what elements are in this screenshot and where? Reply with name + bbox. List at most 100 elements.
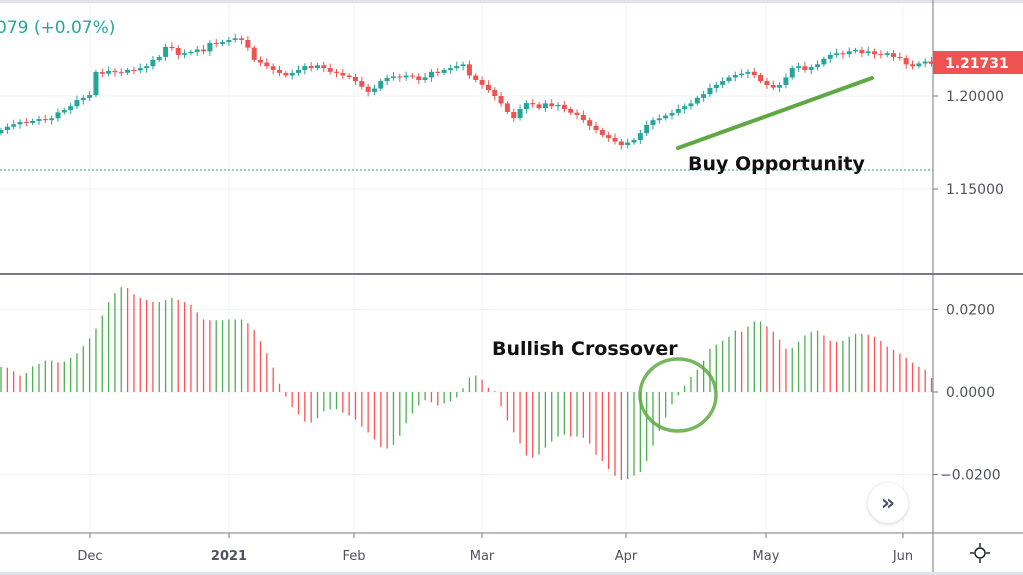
candle <box>587 117 593 131</box>
candle <box>802 61 808 73</box>
candle <box>106 66 112 77</box>
candle <box>42 114 48 123</box>
candle <box>796 62 802 72</box>
indicator-axis[interactable]: 0.0200 0.0000 −0.0200 <box>933 303 1001 484</box>
candle-body <box>720 81 726 85</box>
candle-body <box>726 77 732 82</box>
candle-body <box>144 66 150 69</box>
candle <box>365 83 371 97</box>
candle-body <box>296 69 302 73</box>
candle <box>213 39 219 48</box>
trend-line-annotation[interactable] <box>676 76 874 150</box>
candle <box>732 71 738 82</box>
candle <box>865 46 871 57</box>
candle-body <box>846 51 852 55</box>
current-price-label: 1.21731 <box>945 56 1009 72</box>
candle <box>473 73 479 83</box>
candle-body <box>612 138 618 142</box>
candle-body <box>865 51 871 54</box>
candle-body <box>650 120 656 126</box>
candle <box>390 72 396 81</box>
candle-body <box>55 112 61 119</box>
candle-body <box>454 66 460 69</box>
crossover-circle-annotation[interactable] <box>638 357 718 433</box>
candle <box>637 129 643 144</box>
candle <box>872 48 878 59</box>
candle <box>669 109 675 120</box>
candle-body <box>523 103 529 110</box>
candle-body <box>878 54 884 56</box>
candle-body <box>232 38 238 41</box>
candle-body <box>365 86 371 92</box>
chart-settings-button[interactable] <box>968 541 992 565</box>
candle-body <box>289 72 295 76</box>
candle <box>492 87 498 101</box>
candle-body <box>922 61 928 64</box>
candle-body <box>473 75 479 81</box>
candle-body <box>106 70 112 74</box>
candle <box>555 102 561 111</box>
candle <box>239 35 245 45</box>
indicator-tick-label: −0.0200 <box>940 468 1001 484</box>
candle-body <box>707 88 713 95</box>
candle <box>371 84 377 96</box>
scroll-to-realtime-button[interactable]: » <box>868 483 908 523</box>
candle-body <box>359 81 365 87</box>
sun-gear-icon <box>970 543 990 563</box>
candle <box>688 99 694 110</box>
candle-body <box>479 80 485 85</box>
candle <box>403 71 409 81</box>
candle-body <box>188 51 194 54</box>
candle <box>454 61 460 71</box>
candle <box>644 120 650 136</box>
candle <box>428 69 434 82</box>
candle-body <box>834 53 840 55</box>
candle-body <box>213 42 219 44</box>
candle <box>80 95 86 105</box>
buy-opportunity-label[interactable]: Buy Opportunity <box>688 153 866 175</box>
candle-body <box>0 130 4 134</box>
candle-body <box>435 71 441 73</box>
price-axis[interactable]: 1.20000 1.15000 <box>933 89 1004 198</box>
candle <box>378 78 384 91</box>
candle-body <box>409 75 415 77</box>
candle-body <box>606 135 612 139</box>
candle <box>593 121 599 134</box>
candle-body <box>802 66 808 70</box>
candle <box>30 118 36 126</box>
candle <box>150 56 156 70</box>
candle-body <box>916 63 922 67</box>
candle <box>536 102 542 111</box>
candle <box>416 73 422 84</box>
candle <box>846 47 852 58</box>
candle-body <box>112 70 118 73</box>
candle <box>530 99 536 108</box>
candle <box>897 52 903 61</box>
candle <box>17 119 23 129</box>
candle <box>859 46 865 58</box>
candle <box>808 64 814 75</box>
candle-body <box>713 84 719 89</box>
candle-body <box>207 42 213 52</box>
candle <box>289 69 295 80</box>
time-tick-label: Jun <box>892 549 913 564</box>
candle-body <box>492 90 498 96</box>
candle <box>93 69 99 98</box>
bullish-crossover-label[interactable]: Bullish Crossover <box>492 338 678 360</box>
candle-body <box>859 50 865 54</box>
candle <box>308 62 314 72</box>
candle <box>163 43 169 61</box>
candle-body <box>732 74 738 78</box>
candle <box>169 42 175 51</box>
candle <box>726 75 732 84</box>
candle <box>713 82 719 93</box>
candle-body <box>23 122 29 124</box>
candle <box>770 80 776 91</box>
candle <box>144 63 150 73</box>
candle <box>201 45 207 55</box>
time-axis[interactable]: Dec 2021 Feb Mar Apr May Jun <box>77 533 913 564</box>
candle <box>251 45 257 63</box>
candle <box>479 76 485 89</box>
candle-body <box>618 141 624 146</box>
